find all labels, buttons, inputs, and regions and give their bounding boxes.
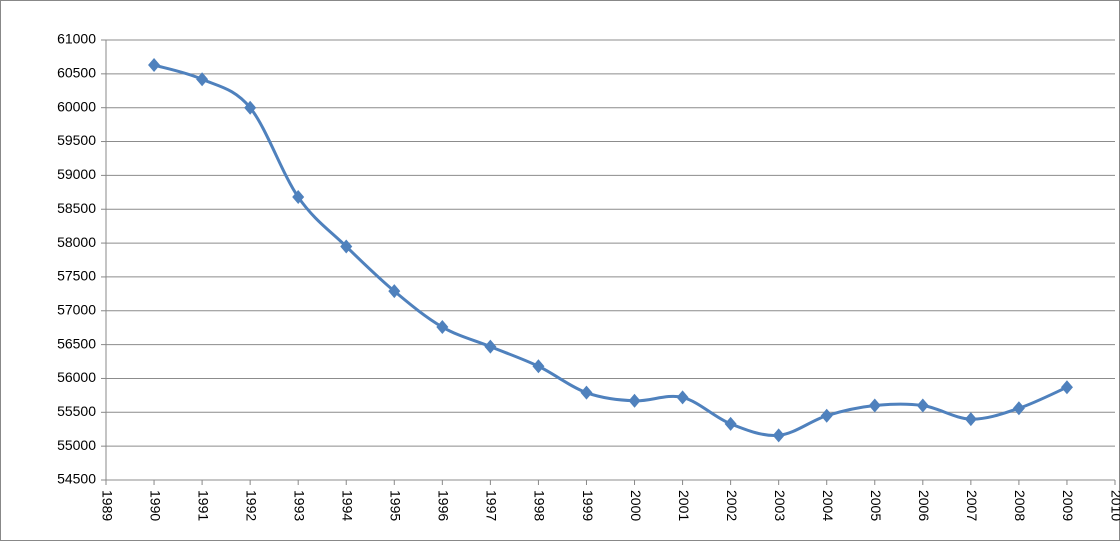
y-tick-label: 58000 [57, 234, 96, 250]
marker [820, 408, 833, 423]
y-tick-label: 59000 [57, 166, 96, 182]
y-tick-label: 56500 [57, 335, 96, 351]
x-tick-label: 1994 [340, 490, 356, 521]
marker [772, 428, 785, 443]
x-tick-label: 2005 [868, 490, 884, 521]
marker [292, 190, 305, 205]
x-tick-label: 1990 [147, 490, 163, 521]
marker [916, 398, 929, 413]
marker [436, 320, 449, 335]
x-tick-label: 2000 [628, 490, 644, 521]
y-tick-label: 56000 [57, 369, 96, 385]
x-tick-label: 1997 [484, 490, 500, 521]
x-tick-label: 1996 [436, 490, 452, 521]
x-tick-label: 2009 [1060, 490, 1076, 521]
y-tick-label: 54500 [57, 471, 96, 487]
marker [532, 359, 545, 374]
x-tick-label: 1999 [580, 490, 596, 521]
y-tick-label: 57000 [57, 301, 96, 317]
marker [964, 412, 977, 427]
marker [868, 398, 881, 413]
x-tick-label: 1992 [243, 490, 259, 521]
x-tick-label: 2010 [1108, 490, 1120, 521]
marker [484, 339, 497, 354]
y-tick-label: 61000 [57, 31, 96, 47]
x-tick-label: 1989 [99, 490, 115, 521]
marker [1060, 380, 1073, 395]
x-tick-label: 2001 [676, 490, 692, 521]
x-tick-label: 1993 [291, 490, 307, 521]
x-tick-label: 2002 [724, 490, 740, 521]
x-tick-label: 2004 [820, 490, 836, 521]
x-tick-label: 1991 [195, 490, 211, 521]
marker [388, 284, 401, 299]
marker [580, 385, 593, 400]
y-tick-label: 57500 [57, 268, 96, 284]
y-tick-label: 60000 [57, 98, 96, 114]
marker [196, 72, 209, 87]
marker [724, 416, 737, 431]
x-tick-label: 2007 [964, 490, 980, 521]
x-tick-label: 1998 [532, 490, 548, 521]
x-tick-label: 1995 [388, 490, 404, 521]
marker [628, 393, 641, 408]
marker [1012, 401, 1025, 416]
x-tick-label: 2003 [772, 490, 788, 521]
marker [244, 100, 257, 115]
y-tick-label: 59500 [57, 132, 96, 148]
x-tick-label: 2008 [1012, 490, 1028, 521]
marker [340, 239, 353, 254]
y-tick-label: 58500 [57, 200, 96, 216]
y-tick-label: 55000 [57, 437, 96, 453]
marker [676, 390, 689, 405]
marker [148, 58, 161, 73]
y-tick-label: 60500 [57, 65, 96, 81]
y-tick-label: 55500 [57, 403, 96, 419]
x-tick-label: 2006 [916, 490, 932, 521]
